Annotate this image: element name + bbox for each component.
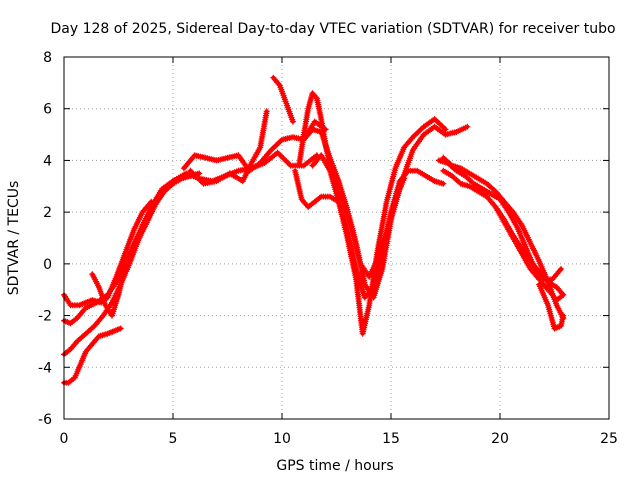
y-tick-label: -4 bbox=[38, 360, 52, 376]
series-trace-5 bbox=[89, 263, 128, 319]
series-trace-13 bbox=[292, 167, 447, 301]
x-tick-label: 10 bbox=[273, 431, 291, 447]
axis-ticks: 0 5 10 15 20 25 -6 -4 -2 0 2 4 6 8 bbox=[38, 50, 618, 447]
series-markers bbox=[536, 281, 567, 332]
chart-title: Day 128 of 2025, Sidereal Day-to-day VTE… bbox=[50, 21, 615, 37]
series-trace-2 bbox=[61, 170, 203, 358]
x-tick-label: 15 bbox=[382, 431, 400, 447]
series-trace-4 bbox=[61, 198, 155, 309]
series-markers bbox=[89, 263, 128, 319]
x-tick-label: 5 bbox=[169, 431, 178, 447]
y-tick-label: 0 bbox=[43, 257, 52, 273]
y-tick-label: 6 bbox=[43, 102, 52, 118]
series-trace-12 bbox=[309, 116, 449, 337]
series-trace-1 bbox=[61, 325, 124, 386]
plot-frame bbox=[63, 56, 610, 420]
series-group bbox=[61, 74, 567, 386]
x-axis-label: GPS time / hours bbox=[276, 458, 393, 474]
grid bbox=[64, 57, 609, 419]
series-markers bbox=[292, 167, 447, 301]
series-trace-9 bbox=[270, 74, 296, 125]
series-trace-8 bbox=[187, 108, 270, 187]
x-tick-label: 25 bbox=[600, 431, 618, 447]
x-tick-label: 20 bbox=[491, 431, 509, 447]
y-axis-label: SDTVAR / TECUs bbox=[6, 181, 22, 296]
series-markers bbox=[61, 170, 203, 358]
series-markers bbox=[61, 198, 155, 309]
series-markers bbox=[61, 325, 124, 386]
series-trace-17 bbox=[492, 204, 567, 304]
series-line bbox=[310, 117, 448, 336]
series-markers bbox=[187, 108, 270, 187]
y-tick-label: -2 bbox=[38, 309, 52, 325]
series-markers bbox=[270, 74, 296, 125]
y-tick-label: 8 bbox=[43, 50, 52, 66]
series-line bbox=[62, 326, 123, 385]
y-tick-label: 4 bbox=[43, 153, 52, 169]
series-markers bbox=[492, 204, 567, 304]
series-markers bbox=[309, 116, 449, 337]
y-tick-label: 2 bbox=[43, 205, 52, 221]
x-tick-label: 0 bbox=[60, 431, 69, 447]
y-tick-label: -6 bbox=[38, 412, 52, 428]
series-trace-18 bbox=[536, 281, 567, 332]
